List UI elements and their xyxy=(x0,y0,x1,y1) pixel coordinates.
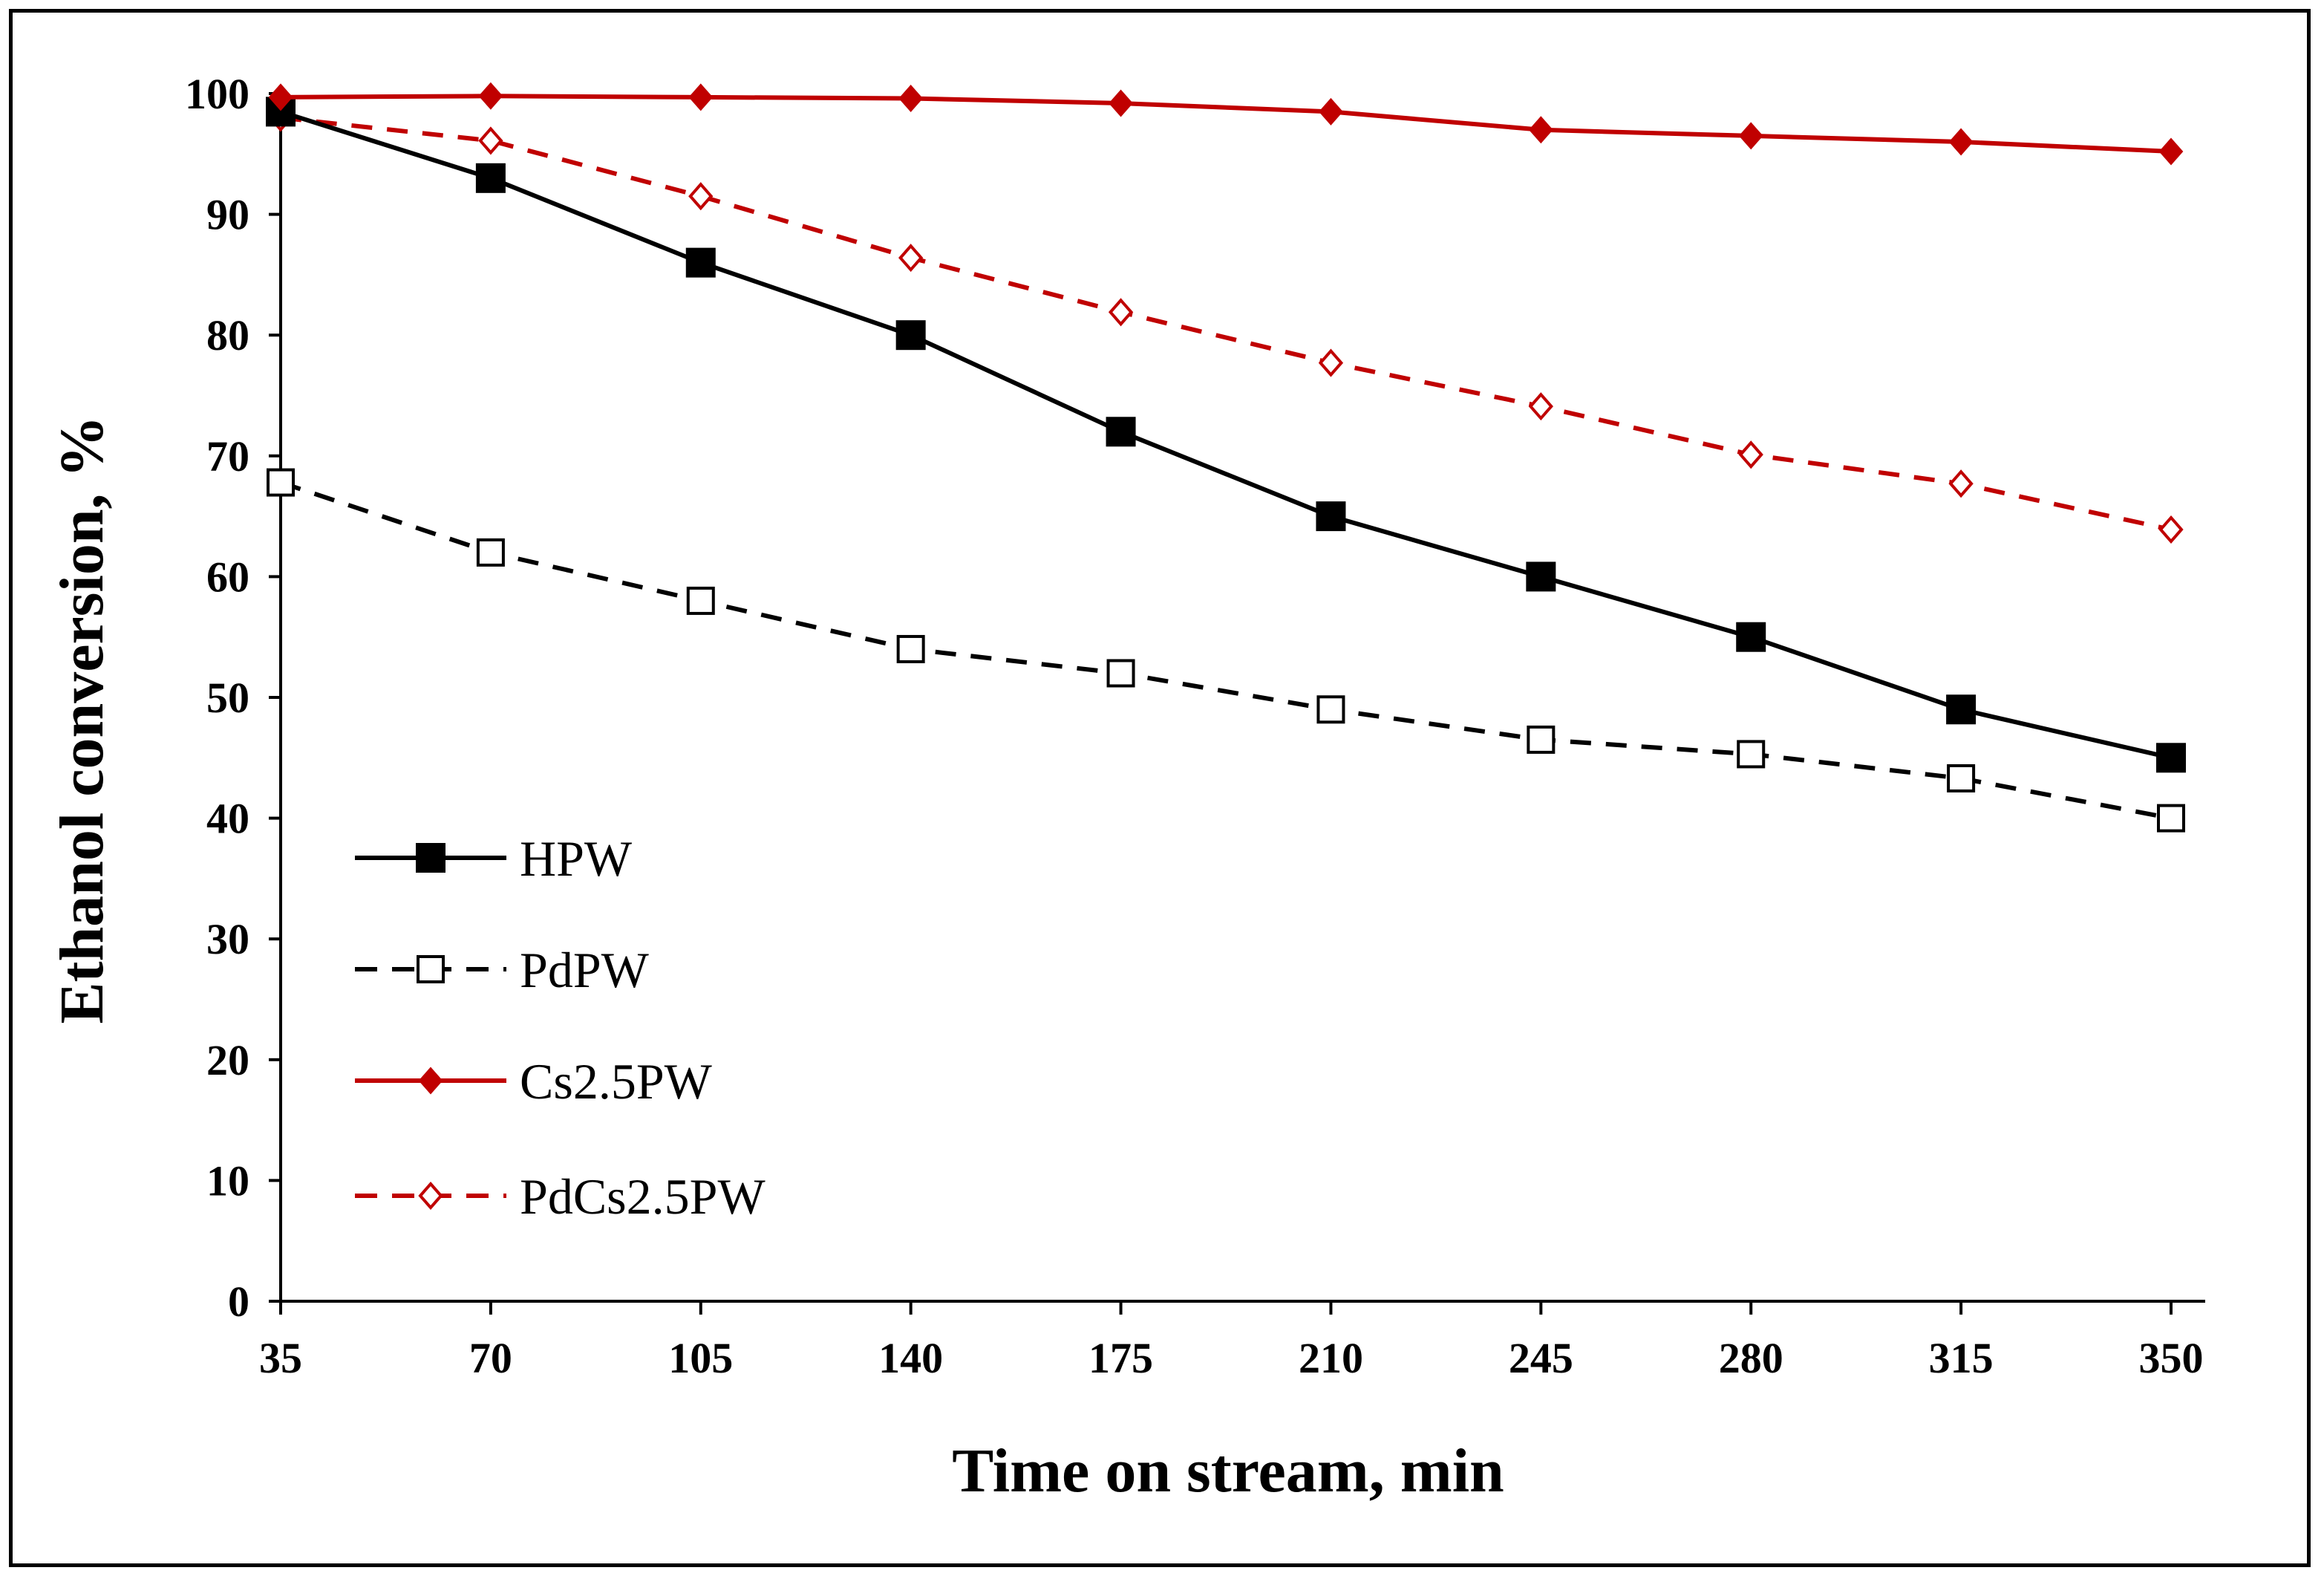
data-point xyxy=(1106,659,1135,688)
data-point xyxy=(1738,440,1763,469)
data-point xyxy=(2157,804,2185,833)
data-point xyxy=(688,182,714,211)
legend-marker xyxy=(416,843,445,873)
data-point xyxy=(1526,561,1556,592)
series-pdpw xyxy=(267,468,2185,833)
x-tick-label: 140 xyxy=(878,1334,943,1382)
data-point xyxy=(266,97,296,127)
data-point xyxy=(1528,116,1553,144)
y-tick-label: 80 xyxy=(206,311,249,359)
x-tick-label: 245 xyxy=(1509,1334,1573,1382)
data-point xyxy=(686,586,715,615)
series-line xyxy=(280,94,2172,154)
y-tick-label: 60 xyxy=(206,553,249,601)
data-point xyxy=(1736,622,1766,652)
y-tick-label: 50 xyxy=(206,674,249,722)
legend-label: PdCs2.5PW xyxy=(520,1168,766,1225)
series-hpw xyxy=(266,97,2186,773)
series-line xyxy=(280,115,2172,532)
data-point xyxy=(1108,298,1134,327)
legend-marker xyxy=(417,955,445,983)
data-point xyxy=(1948,469,1974,498)
data-point xyxy=(475,163,506,193)
x-tick-label: 350 xyxy=(2139,1334,2204,1382)
data-point xyxy=(688,83,714,111)
x-tick-label: 280 xyxy=(1719,1334,1783,1382)
y-tick-label: 30 xyxy=(206,915,249,963)
legend-label: HPW xyxy=(520,830,633,887)
legend-item: HPW xyxy=(355,830,633,887)
series-cs2-5pw xyxy=(268,82,2184,166)
series-line xyxy=(280,480,2172,821)
x-tick-label: 70 xyxy=(469,1334,512,1382)
legend-marker xyxy=(418,1181,443,1211)
data-point xyxy=(1948,128,1974,156)
y-tick-label: 90 xyxy=(206,191,249,239)
y-axis-title: Ethanol conversion, % xyxy=(48,415,117,1023)
series-line xyxy=(280,109,2172,761)
data-point xyxy=(476,538,505,567)
data-point xyxy=(895,320,926,351)
data-point xyxy=(1528,392,1553,421)
data-point xyxy=(1109,89,1133,117)
data-point xyxy=(2158,515,2184,544)
y-tick-label: 100 xyxy=(185,70,249,118)
legend: HPW PdPW Cs2.5PW PdCs2.5PW xyxy=(355,830,766,1225)
data-point xyxy=(898,244,924,273)
y-tick-label: 20 xyxy=(206,1036,249,1084)
data-point xyxy=(267,468,295,497)
x-axis-title: Time on stream, min xyxy=(952,1436,1504,1505)
x-tick-label: 175 xyxy=(1088,1334,1153,1382)
series-layer xyxy=(266,82,2186,833)
data-point xyxy=(1947,764,1976,792)
y-tick-label: 0 xyxy=(228,1277,249,1326)
legend-item: PdCs2.5PW xyxy=(355,1168,766,1225)
legend-marker xyxy=(418,1067,443,1095)
data-point xyxy=(896,634,925,663)
y-tick-label: 70 xyxy=(206,432,249,481)
data-point xyxy=(2156,743,2186,773)
legend-label: Cs2.5PW xyxy=(520,1053,713,1110)
data-point xyxy=(1316,695,1345,724)
data-point xyxy=(1106,417,1136,447)
data-point xyxy=(1316,501,1346,532)
data-point xyxy=(1946,694,1977,725)
x-tick-label: 35 xyxy=(259,1334,302,1382)
data-point xyxy=(1527,725,1556,754)
data-point xyxy=(268,83,293,111)
data-point xyxy=(1738,122,1763,150)
data-point xyxy=(685,247,716,278)
x-tick-label: 210 xyxy=(1299,1334,1363,1382)
legend-item: Cs2.5PW xyxy=(355,1053,713,1110)
y-tick-label: 10 xyxy=(206,1156,249,1205)
axes: 0 10 20 30 40 50 60 70 80 90 100 35 70 105 140 175 210 24… xyxy=(185,70,2205,1382)
data-point xyxy=(478,126,503,155)
x-tick-label: 315 xyxy=(1929,1334,1994,1382)
y-tick-label: 40 xyxy=(206,795,249,843)
legend-item: PdPW xyxy=(355,942,650,998)
x-tick-label: 105 xyxy=(668,1334,733,1382)
data-point xyxy=(1319,97,1343,126)
data-point xyxy=(1737,740,1766,769)
data-point xyxy=(478,82,503,110)
data-point xyxy=(898,84,924,113)
data-point xyxy=(2158,137,2184,166)
data-point xyxy=(1318,348,1344,377)
chart-frame xyxy=(9,9,2311,1567)
legend-label: PdPW xyxy=(520,942,650,998)
